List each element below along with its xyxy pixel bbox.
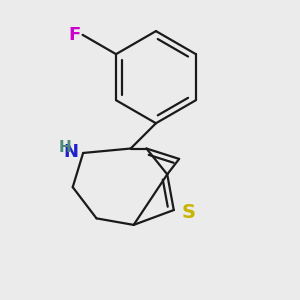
- Text: H: H: [59, 140, 72, 155]
- Text: F: F: [69, 26, 81, 44]
- Text: S: S: [182, 203, 196, 222]
- Text: N: N: [64, 143, 79, 161]
